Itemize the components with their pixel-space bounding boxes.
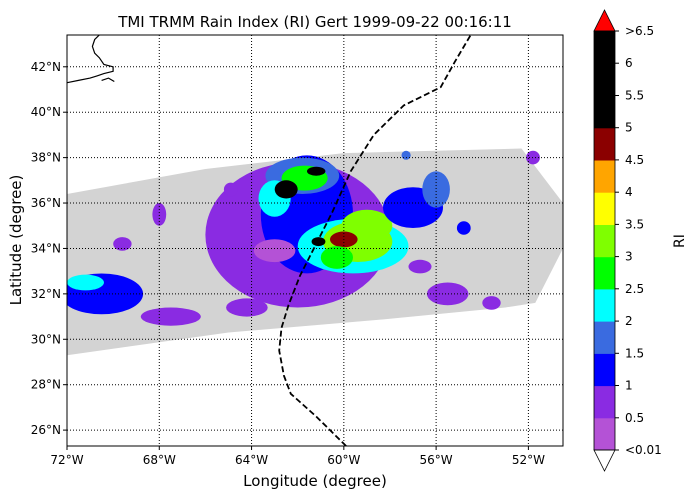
colorbar-segment <box>594 127 615 161</box>
x-axis-label: Longitude (degree) <box>243 472 387 490</box>
x-tick-label: 64°W <box>235 453 268 467</box>
grid-layer <box>67 35 563 446</box>
colorbar-tick-label: 5.5 <box>625 89 644 103</box>
colorbar-tick-label: 2 <box>625 314 633 328</box>
colorbar-tick-label: 6 <box>625 56 633 70</box>
colorbar-segment <box>594 321 615 354</box>
chart-title: TMI TRMM Rain Index (RI) Gert 1999-09-22… <box>117 13 512 31</box>
rain-cell <box>307 166 326 176</box>
rain-cell <box>67 274 104 291</box>
rain-cell <box>320 246 353 269</box>
rain-cell <box>408 259 432 274</box>
colorbar-segment <box>594 63 615 96</box>
y-axis-label: Latitude (degree) <box>7 175 25 306</box>
colorbar-under-arrow <box>593 449 616 472</box>
rain-cell <box>226 298 268 317</box>
rain-cell <box>401 150 411 160</box>
colorbar-tick-label: 5 <box>625 121 633 135</box>
rain-cell <box>223 182 238 197</box>
colorbar-segment <box>594 288 615 322</box>
colorbar <box>593 9 616 472</box>
rain-cell <box>311 237 326 247</box>
x-tick-label: 52°W <box>512 453 545 467</box>
colorbar-segment <box>594 353 615 387</box>
colorbar-tick-label: 4 <box>625 185 633 199</box>
colorbar-ticks: <0.01 0.5 1 1.5 2 2.5 3 3.5 4 4.5 5 5.5 6 >6.5 <box>615 24 662 457</box>
colorbar-segment <box>594 159 615 193</box>
coastline <box>67 35 114 84</box>
x-axis-ticks: 72°W 68°W 64°W 60°W 56°W 52°W <box>50 446 545 467</box>
colorbar-segment <box>594 192 615 225</box>
colorbar-segment <box>594 385 615 419</box>
x-tick-label: 68°W <box>143 453 176 467</box>
rain-cell <box>253 239 296 263</box>
rain-cell <box>456 221 471 235</box>
x-tick-label: 60°W <box>327 453 360 467</box>
colorbar-tick-label: 2.5 <box>625 282 644 296</box>
track-layer <box>278 35 472 446</box>
y-tick-label: 28°N <box>31 378 61 392</box>
colorbar-segment <box>594 417 615 451</box>
y-axis-ticks: 26°N 28°N 30°N 32°N 34°N 36°N 38°N 40°N 42°N <box>31 60 67 437</box>
y-tick-label: 38°N <box>31 151 61 165</box>
y-tick-label: 36°N <box>31 196 61 210</box>
colorbar-label: RI <box>672 234 688 248</box>
x-tick-label: 56°W <box>420 453 453 467</box>
y-tick-label: 26°N <box>31 423 61 437</box>
colorbar-tick-label: 4.5 <box>625 153 644 167</box>
rain-cell <box>422 171 450 208</box>
rain-cell <box>341 209 393 242</box>
rain-cell <box>274 180 298 199</box>
colorbar-tick-label: <0.01 <box>625 443 662 457</box>
colorbar-segment <box>594 256 615 290</box>
colorbar-over-arrow <box>593 9 616 32</box>
y-tick-label: 32°N <box>31 287 61 301</box>
rain-cell <box>426 282 469 306</box>
colorbar-frame <box>593 30 616 451</box>
colorbar-segment <box>594 95 615 129</box>
coastline-island <box>101 77 115 83</box>
plot-frame <box>66 34 564 447</box>
rain-layer <box>67 150 540 326</box>
y-tick-label: 34°N <box>31 241 61 255</box>
x-tick-label: 72°W <box>50 453 83 467</box>
colorbar-segment <box>594 224 615 258</box>
rain-cell <box>482 296 501 310</box>
colorbar-tick-label: 0.5 <box>625 411 644 425</box>
colorbar-tick-label: 1 <box>625 379 633 393</box>
rain-cell <box>140 307 201 326</box>
y-tick-label: 42°N <box>31 60 61 74</box>
colorbar-tick-label: 3 <box>625 250 633 264</box>
y-tick-label: 30°N <box>31 332 61 346</box>
rain-cell <box>113 237 132 251</box>
colorbar-segment <box>594 31 615 64</box>
y-tick-label: 40°N <box>31 105 61 119</box>
rain-cell <box>152 203 167 226</box>
colorbar-tick-label: >6.5 <box>625 24 654 38</box>
colorbar-tick-label: 1.5 <box>625 346 644 360</box>
colorbar-tick-label: 3.5 <box>625 217 644 231</box>
coastline-layer <box>67 35 115 84</box>
storm-track <box>278 35 472 446</box>
